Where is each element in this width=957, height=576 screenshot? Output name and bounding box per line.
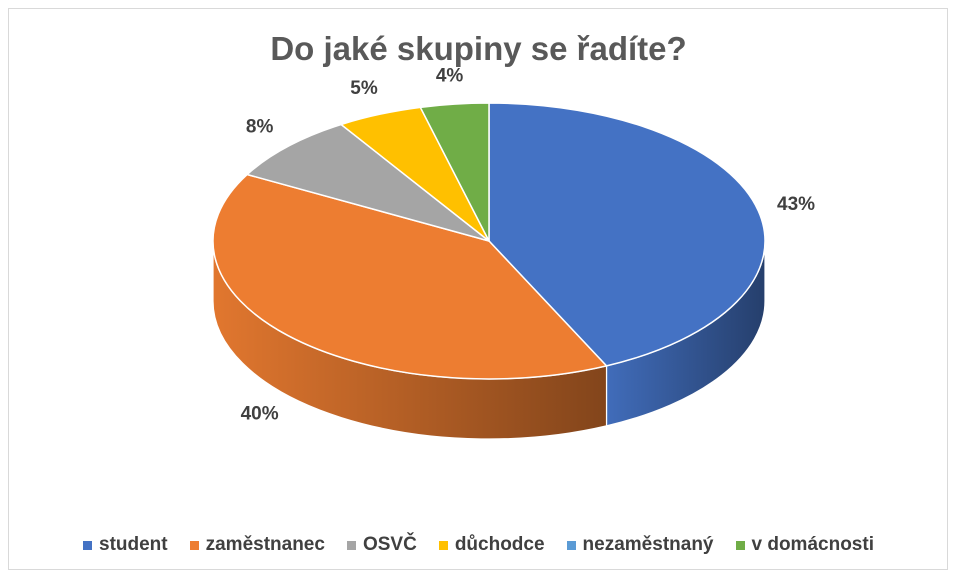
legend-swatch: [438, 540, 448, 550]
legend-label: nezaměstnaný: [582, 534, 714, 555]
legend-item-duchodce: důchodce: [438, 534, 545, 556]
pie-tops: [212, 102, 766, 380]
legend-swatch: [83, 540, 92, 550]
legend-label: v domácnosti: [751, 534, 874, 555]
legend-swatch: [735, 540, 745, 550]
legend: student zaměstnanec OSVČ důchodce nezaměstna…: [0, 534, 957, 556]
pie-slice-v-domacnosti: [419, 102, 490, 242]
legend-item-zamestnanec: zaměstnanec: [189, 534, 325, 556]
legend-swatch: [346, 540, 356, 550]
data-label-zamestnanec: 40%: [241, 403, 279, 424]
legend-label: zaměstnanec: [205, 534, 325, 555]
legend-item-student: student: [83, 534, 168, 556]
pie-slice-student: [488, 102, 766, 367]
data-label-student: 43%: [777, 194, 815, 215]
pie-slice-zamestnanec: [212, 173, 608, 380]
legend-item-osvc: OSVČ: [346, 534, 417, 556]
legend-item-nezamestnany: nezaměstnaný: [566, 534, 714, 556]
chart-title: Do jaké skupiny se řadíte?: [270, 30, 687, 67]
data-label-osvc: 8%: [246, 117, 274, 138]
legend-label: důchodce: [454, 534, 545, 555]
legend-swatch: [189, 540, 199, 550]
pie-slice-osvc: [246, 123, 490, 242]
pie-labels: 43% 40% 8% 5% 4%: [241, 66, 816, 425]
legend-label: student: [99, 534, 168, 555]
pie-sides: [212, 240, 766, 440]
data-label-v-domacnosti: 4%: [436, 66, 464, 87]
data-label-duchodce: 5%: [350, 78, 378, 99]
legend-label: OSVČ: [362, 534, 417, 555]
legend-swatch: [566, 540, 576, 550]
legend-item-v-domacnosti: v domácnosti: [735, 534, 874, 556]
